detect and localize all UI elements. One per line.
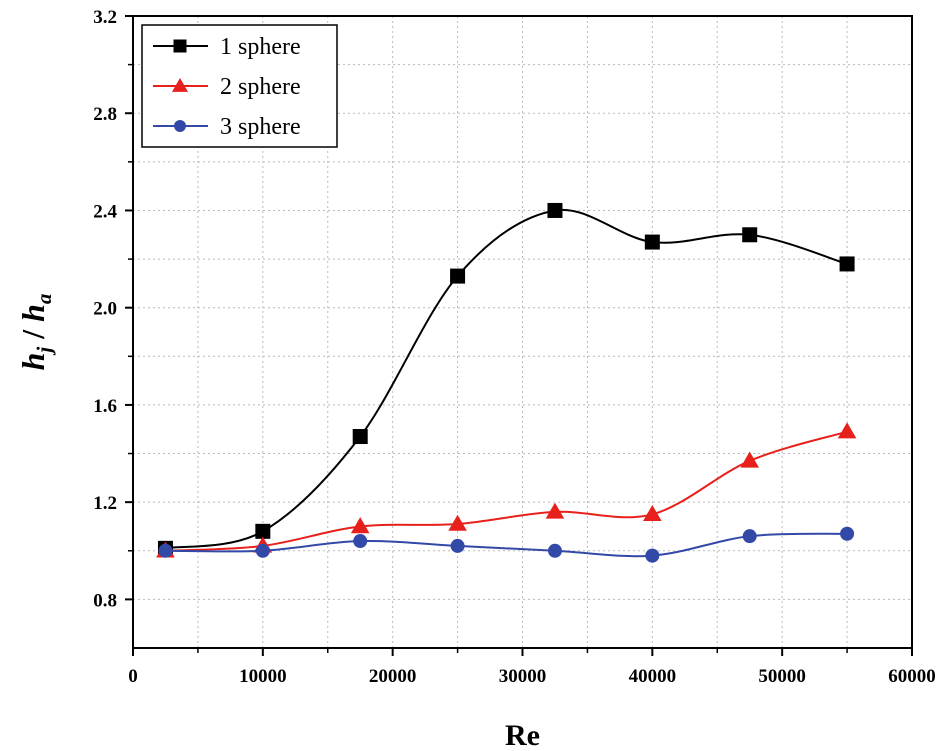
legend-item: 2 sphere — [153, 74, 301, 100]
legend-marker — [173, 39, 187, 53]
x-tick-label: 20000 — [369, 666, 417, 687]
data-point — [450, 268, 466, 284]
data-point — [547, 202, 563, 218]
series-line — [165, 208, 848, 550]
data-point — [742, 529, 757, 544]
data-point — [352, 429, 368, 445]
y-axis-title: hj / ha — [15, 294, 56, 371]
data-point — [158, 543, 173, 558]
axis-ticks: 0 10000 20000 30000 40000 50000 60000 0.8 1.2 1.6… — [93, 7, 936, 687]
data-point — [255, 543, 270, 558]
x-tick-label: 0 — [128, 666, 138, 687]
data-point — [545, 502, 565, 519]
y-axis-title-h: h — [15, 353, 51, 371]
data-point — [839, 256, 855, 272]
y-axis-title-h2: h — [15, 304, 51, 322]
series-3 — [158, 526, 855, 563]
legend-item: 1 sphere — [153, 34, 301, 60]
y-tick-label: 1.6 — [93, 396, 117, 417]
series-line — [165, 532, 848, 558]
legend-marker — [171, 77, 189, 92]
data-point — [643, 505, 662, 522]
y-tick-label: 2.8 — [93, 104, 117, 125]
legend-label: 2 sphere — [220, 74, 301, 100]
x-tick-label: 10000 — [239, 666, 287, 687]
series-2 — [156, 422, 857, 558]
y-axis-title-sub-a: a — [32, 294, 56, 305]
data-point — [350, 517, 370, 534]
plot-series — [156, 202, 857, 563]
legend-item: 3 sphere — [153, 114, 301, 140]
x-tick-label: 40000 — [629, 666, 677, 687]
y-tick-label: 3.2 — [93, 7, 117, 28]
legend: 1 sphere 2 sphere 3 sphere — [141, 24, 338, 148]
data-point — [742, 227, 758, 243]
x-tick-label: 50000 — [758, 666, 806, 687]
data-point — [837, 422, 857, 439]
x-axis-title: Re — [505, 719, 540, 751]
y-tick-label: 2.0 — [93, 299, 117, 320]
data-point — [353, 534, 368, 549]
data-point — [255, 523, 271, 539]
data-point — [645, 548, 660, 563]
y-tick-label: 0.8 — [93, 590, 117, 611]
data-point — [644, 234, 660, 250]
y-tick-label: 1.2 — [93, 493, 117, 514]
legend-marker — [174, 120, 186, 132]
data-point — [547, 543, 562, 558]
x-tick-label: 60000 — [888, 666, 936, 687]
x-tick-label: 30000 — [499, 666, 547, 687]
data-point — [840, 526, 855, 541]
data-point — [740, 451, 760, 468]
data-point — [450, 538, 465, 553]
legend-label: 1 sphere — [220, 34, 301, 60]
y-axis-title-slash: / — [15, 322, 51, 347]
data-point — [448, 514, 467, 531]
y-tick-label: 2.4 — [93, 201, 117, 222]
y-axis-title-sub-j: j — [32, 347, 56, 356]
legend-label: 3 sphere — [220, 114, 301, 140]
